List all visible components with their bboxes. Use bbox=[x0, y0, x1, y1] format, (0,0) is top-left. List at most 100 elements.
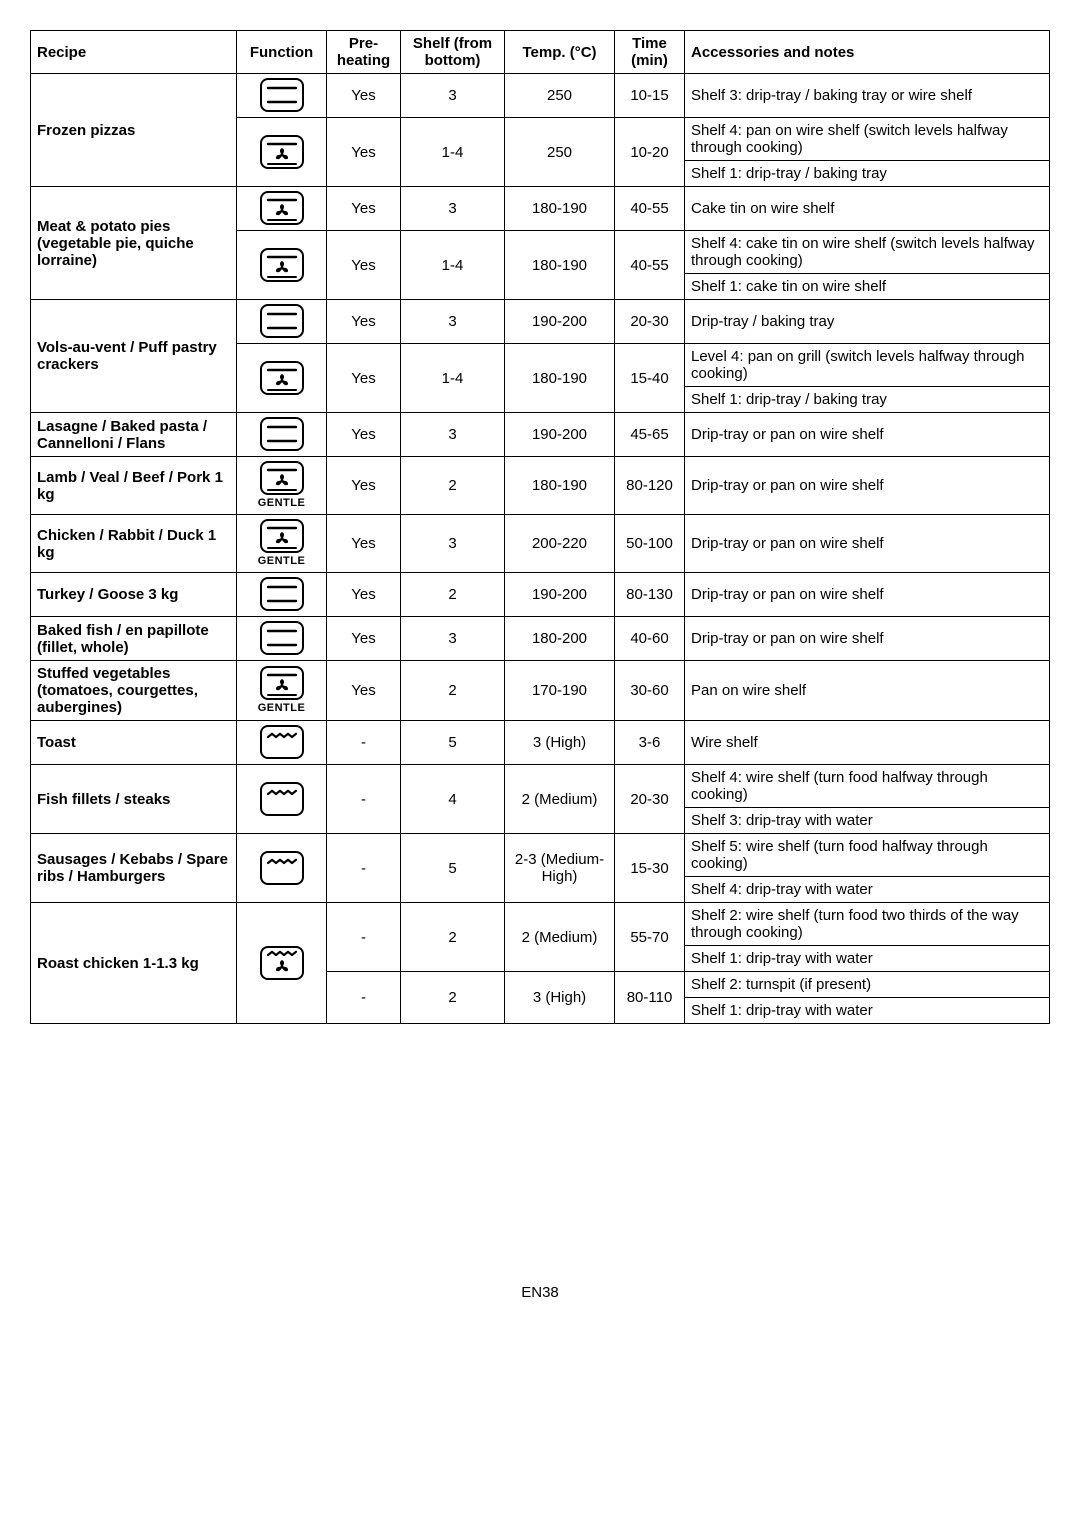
temp-cell: 2 (Medium) bbox=[505, 903, 615, 972]
function-cell bbox=[237, 300, 327, 344]
cooking-table: Recipe Function Pre-heating Shelf (from … bbox=[30, 30, 1050, 1024]
shelf-cell: 2 bbox=[401, 661, 505, 721]
header-recipe: Recipe bbox=[31, 31, 237, 74]
preheat-cell: - bbox=[327, 721, 401, 765]
temp-cell: 190-200 bbox=[505, 300, 615, 344]
recipe-cell: Stuffed vegetables (tomatoes, courgettes… bbox=[31, 661, 237, 721]
function-cell: GENTLE bbox=[237, 515, 327, 573]
preheat-cell: Yes bbox=[327, 617, 401, 661]
notes-cell: Shelf 4: wire shelf (turn food halfway t… bbox=[685, 765, 1050, 808]
table-row: Toast -53 (High)3-6Wire shelf bbox=[31, 721, 1050, 765]
gentle-label: GENTLE bbox=[258, 702, 306, 714]
preheat-cell: Yes bbox=[327, 118, 401, 187]
time-cell: 10-15 bbox=[615, 74, 685, 118]
preheat-cell: - bbox=[327, 903, 401, 972]
temp-cell: 2 (Medium) bbox=[505, 765, 615, 834]
recipe-cell: Turkey / Goose 3 kg bbox=[31, 573, 237, 617]
function-icon bbox=[260, 946, 304, 980]
function-icon bbox=[260, 782, 304, 816]
function-cell bbox=[237, 413, 327, 457]
temp-cell: 180-190 bbox=[505, 344, 615, 413]
temp-cell: 180-190 bbox=[505, 187, 615, 231]
notes-cell: Drip-tray / baking tray bbox=[685, 300, 1050, 344]
notes-cell: Level 4: pan on grill (switch levels hal… bbox=[685, 344, 1050, 387]
time-cell: 40-55 bbox=[615, 187, 685, 231]
notes-cell: Shelf 2: wire shelf (turn food two third… bbox=[685, 903, 1050, 946]
function-cell bbox=[237, 231, 327, 300]
notes-cell: Shelf 1: drip-tray with water bbox=[685, 946, 1050, 972]
time-cell: 55-70 bbox=[615, 903, 685, 972]
temp-cell: 190-200 bbox=[505, 413, 615, 457]
notes-cell: Cake tin on wire shelf bbox=[685, 187, 1050, 231]
function-icon bbox=[260, 191, 304, 225]
notes-cell: Shelf 3: drip-tray with water bbox=[685, 808, 1050, 834]
table-row: Frozen pizzas Yes325010-15Shelf 3: drip-… bbox=[31, 74, 1050, 118]
table-row: Fish fillets / steaks -42 (Medium)20-30S… bbox=[31, 765, 1050, 808]
function-icon bbox=[260, 461, 304, 495]
time-cell: 15-40 bbox=[615, 344, 685, 413]
time-cell: 40-55 bbox=[615, 231, 685, 300]
preheat-cell: Yes bbox=[327, 231, 401, 300]
shelf-cell: 2 bbox=[401, 457, 505, 515]
header-shelf: Shelf (from bottom) bbox=[401, 31, 505, 74]
temp-cell: 250 bbox=[505, 74, 615, 118]
header-notes: Accessories and notes bbox=[685, 31, 1050, 74]
table-row: Roast chicken 1-1.3 kg -22 (Medium)55-70… bbox=[31, 903, 1050, 946]
recipe-cell: Lasagne / Baked pasta / Cannelloni / Fla… bbox=[31, 413, 237, 457]
shelf-cell: 1-4 bbox=[401, 118, 505, 187]
temp-cell: 2-3 (Medium-High) bbox=[505, 834, 615, 903]
temp-cell: 3 (High) bbox=[505, 972, 615, 1024]
notes-cell: Wire shelf bbox=[685, 721, 1050, 765]
shelf-cell: 1-4 bbox=[401, 231, 505, 300]
table-row: Sausages / Kebabs / Spare ribs / Hamburg… bbox=[31, 834, 1050, 877]
shelf-cell: 3 bbox=[401, 617, 505, 661]
header-preheat: Pre-heating bbox=[327, 31, 401, 74]
temp-cell: 180-200 bbox=[505, 617, 615, 661]
notes-cell: Drip-tray or pan on wire shelf bbox=[685, 515, 1050, 573]
notes-cell: Shelf 4: cake tin on wire shelf (switch … bbox=[685, 231, 1050, 274]
gentle-label: GENTLE bbox=[258, 555, 306, 567]
preheat-cell: Yes bbox=[327, 300, 401, 344]
function-icon bbox=[260, 417, 304, 451]
header-row: Recipe Function Pre-heating Shelf (from … bbox=[31, 31, 1050, 74]
shelf-cell: 3 bbox=[401, 515, 505, 573]
function-cell bbox=[237, 903, 327, 1024]
header-time: Time (min) bbox=[615, 31, 685, 74]
preheat-cell: Yes bbox=[327, 515, 401, 573]
page-footer: EN38 bbox=[30, 1284, 1050, 1301]
notes-cell: Shelf 1: drip-tray / baking tray bbox=[685, 161, 1050, 187]
shelf-cell: 5 bbox=[401, 721, 505, 765]
function-cell bbox=[237, 765, 327, 834]
recipe-cell: Lamb / Veal / Beef / Pork 1 kg bbox=[31, 457, 237, 515]
shelf-cell: 3 bbox=[401, 300, 505, 344]
table-body: Frozen pizzas Yes325010-15Shelf 3: drip-… bbox=[31, 74, 1050, 1024]
shelf-cell: 2 bbox=[401, 972, 505, 1024]
shelf-cell: 4 bbox=[401, 765, 505, 834]
notes-cell: Pan on wire shelf bbox=[685, 661, 1050, 721]
time-cell: 80-110 bbox=[615, 972, 685, 1024]
function-icon bbox=[260, 621, 304, 655]
recipe-cell: Frozen pizzas bbox=[31, 74, 237, 187]
preheat-cell: - bbox=[327, 972, 401, 1024]
time-cell: 30-60 bbox=[615, 661, 685, 721]
function-icon bbox=[260, 577, 304, 611]
function-icon bbox=[260, 304, 304, 338]
preheat-cell: Yes bbox=[327, 413, 401, 457]
notes-cell: Drip-tray or pan on wire shelf bbox=[685, 413, 1050, 457]
temp-cell: 180-190 bbox=[505, 231, 615, 300]
function-cell bbox=[237, 834, 327, 903]
function-icon bbox=[260, 78, 304, 112]
time-cell: 10-20 bbox=[615, 118, 685, 187]
function-cell bbox=[237, 617, 327, 661]
time-cell: 20-30 bbox=[615, 765, 685, 834]
recipe-cell: Sausages / Kebabs / Spare ribs / Hamburg… bbox=[31, 834, 237, 903]
preheat-cell: Yes bbox=[327, 661, 401, 721]
table-row: Lasagne / Baked pasta / Cannelloni / Fla… bbox=[31, 413, 1050, 457]
gentle-label: GENTLE bbox=[258, 497, 306, 509]
temp-cell: 190-200 bbox=[505, 573, 615, 617]
function-cell bbox=[237, 573, 327, 617]
preheat-cell: - bbox=[327, 834, 401, 903]
function-icon bbox=[260, 135, 304, 169]
shelf-cell: 5 bbox=[401, 834, 505, 903]
header-function: Function bbox=[237, 31, 327, 74]
